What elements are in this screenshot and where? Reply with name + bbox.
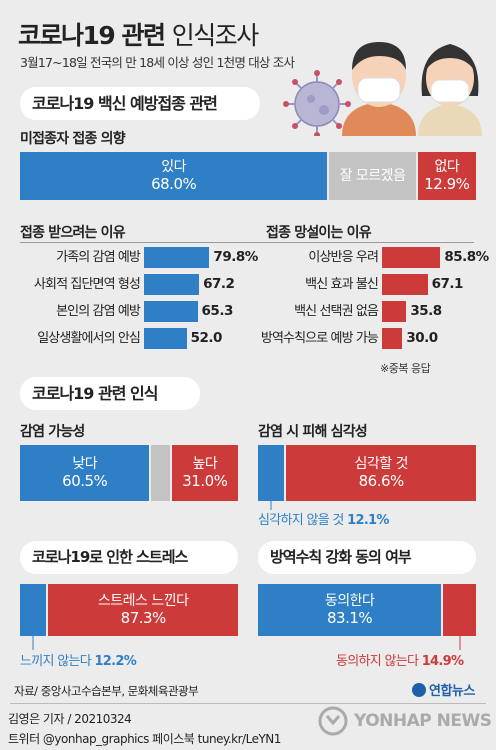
bar-segment-1 (151, 445, 170, 501)
bar (144, 274, 200, 295)
bar-segment-1: 잘 모르겠음 (329, 152, 416, 200)
category-label: 이상반응 우려 (308, 250, 378, 265)
value-label: 30.0 (406, 330, 438, 346)
page-title: 코로나19 관련 인식조사 (18, 21, 259, 50)
source-text: 자료/ 중앙사고수습본부, 문화체육관광부 (14, 684, 199, 698)
category-label: 가족의 감염 예방 (56, 250, 141, 265)
yonhap-watermark-icon (318, 706, 348, 736)
segment-value: 86.6% (358, 472, 405, 490)
bar-segment-0 (20, 584, 47, 636)
segment-name: 없다 (434, 159, 460, 175)
bar-segment-0: 있다 68.0% (20, 152, 328, 200)
bar-segment-0 (258, 445, 285, 501)
chart-severity-bar: 심각할 것 86.6% (258, 445, 476, 501)
segment-name: 있다 (161, 159, 187, 175)
bar (144, 301, 198, 322)
chart-infection-title: 감염 가능성 (20, 424, 85, 440)
segment-value: 12.9% (424, 175, 470, 193)
yonhap-logo: 연합뉴스 (412, 680, 475, 699)
chart-severity-title: 감염 시 피해 심각성 (258, 424, 368, 440)
category-label: 일상생활에서의 안심 (37, 331, 141, 346)
category-label: 본인의 감염 예방 (56, 304, 141, 319)
social-line: 트위터 @yonhap_graphics 페이스북 tuney.kr/LeYN1 (8, 732, 281, 746)
not-severe-callout: 심각하지 않을 것 12.1% (258, 513, 389, 528)
section-perception-header: 코로나19 관련 인식 (20, 377, 200, 410)
section-vaccine-header: 코로나19 백신 예방접종 관련 (20, 87, 260, 120)
chart-reasons-take: 가족의 감염 예방 79.8% 사회적 집단면역 형성 67.2 본인의 감염 예방 65… (10, 247, 272, 357)
chart-intent-bar: 있다 68.0% 잘 모르겠음 없다 12.9% (20, 152, 476, 200)
segment-name: 동의한다 (324, 593, 375, 609)
value-label: 35.8 (410, 303, 442, 319)
bar-segment-2: 높다 31.0% (171, 445, 238, 501)
chart-stress-bar: 스트레스 느낀다 87.3% (20, 584, 238, 636)
chart-reasons-take-title: 접종 받으려는 이유 (20, 225, 126, 241)
category-label: 사회적 집단면역 형성 (33, 277, 141, 292)
segment-name: 높다 (192, 456, 218, 472)
bar-segment-2: 없다 12.9% (417, 152, 476, 200)
value-label: 85.8% (444, 249, 489, 265)
bar (382, 328, 403, 349)
multiple-response-note: ※중복 응답 (380, 362, 431, 375)
bar-segment-0: 동의한다 83.1% (258, 584, 442, 636)
value-label: 79.8% (213, 249, 258, 265)
category-label: 백신 효과 불신 (305, 277, 379, 292)
value-label: 67.2 (203, 276, 235, 292)
bar (382, 274, 428, 295)
author-line: 김영은 기자 / 20210324 (8, 712, 132, 726)
virus-icon (283, 70, 351, 136)
no-stress-callout: 느끼지 않는다 12.2% (20, 654, 137, 669)
bar-segment-1: 스트레스 느낀다 87.3% (48, 584, 238, 636)
segment-name: 심각할 것 (354, 456, 408, 472)
bar-segment-1: 심각할 것 86.6% (286, 445, 476, 501)
footer-divider (10, 703, 486, 704)
chart-intent-title: 미접종자 접종 의향 (20, 131, 126, 147)
segment-value: 31.0% (182, 472, 228, 490)
bar-segment-0: 낮다 60.5% (20, 445, 150, 501)
yonhap-logo-icon (412, 682, 426, 697)
subtitle: 3월17~18일 전국의 만 18세 이상 성인 1천명 대상 조사 (20, 55, 295, 70)
segment-name: 스트레스 느낀다 (97, 593, 189, 609)
disagree-callout: 동의하지 않는다 14.9% (336, 654, 464, 669)
category-label: 방역수칙으로 예방 가능 (260, 331, 379, 346)
chart-rules-title: 방역수칙 강화 동의 여부 (258, 541, 476, 574)
bar-segment-1 (443, 584, 476, 636)
divider (20, 242, 474, 243)
people-mask-illustration (283, 42, 482, 136)
segment-value: 87.3% (120, 609, 167, 627)
segment-name: 잘 모르겠음 (339, 167, 406, 184)
yonhap-watermark: YONHAP NEWS (318, 706, 492, 736)
woman-with-mask-icon (418, 44, 482, 136)
segment-name: 낮다 (72, 456, 98, 472)
value-label: 67.1 (431, 276, 464, 292)
bar (144, 328, 187, 349)
value-label: 65.3 (201, 303, 234, 319)
value-label: 52.0 (190, 330, 223, 346)
category-label: 백신 선택권 없음 (294, 304, 379, 319)
bar (382, 301, 407, 322)
chart-rules-bar: 동의한다 83.1% (258, 584, 476, 636)
segment-value: 60.5% (62, 472, 108, 490)
bar (144, 247, 210, 268)
chart-reasons-hesitate: 이상반응 우려 85.8% 백신 효과 불신 67.1 백신 선택권 없음 35.8 방역수… (246, 247, 489, 357)
chart-stress-title: 코로나19로 인한 스트레스 (20, 541, 238, 574)
segment-value: 83.1% (327, 609, 373, 627)
segment-value: 68.0% (151, 175, 197, 193)
man-with-mask-icon (342, 42, 416, 136)
bar (382, 247, 441, 268)
chart-infection-bar: 낮다 60.5% 높다 31.0% (20, 445, 238, 501)
chart-reasons-hesitate-title: 접종 망설이는 이유 (266, 225, 372, 241)
